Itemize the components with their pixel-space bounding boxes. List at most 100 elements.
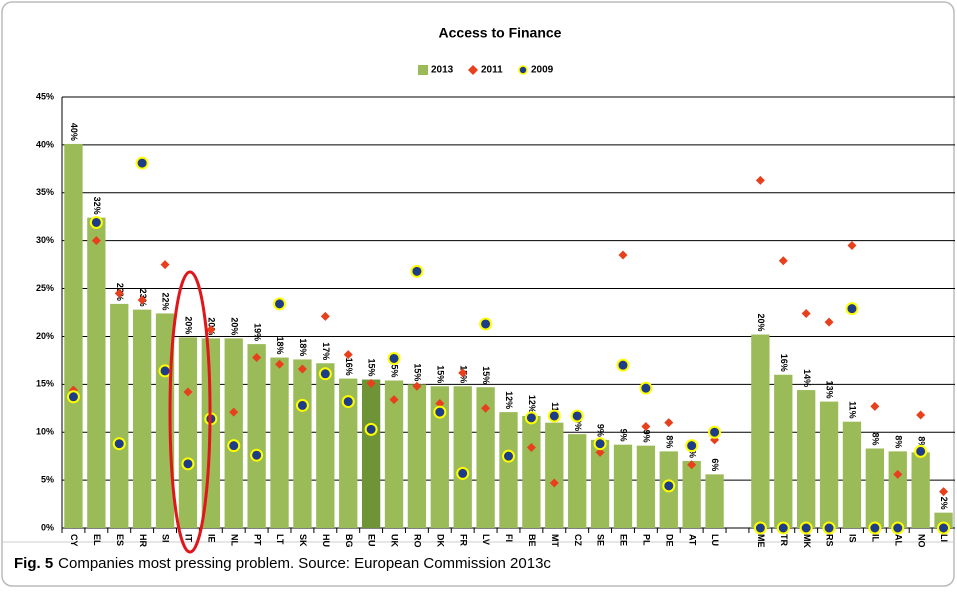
marker-2009	[479, 317, 493, 331]
marker-2011	[641, 421, 651, 431]
data-label: 16%	[779, 354, 789, 372]
marker-2009	[66, 390, 80, 404]
bar	[361, 379, 381, 528]
marker-2011	[229, 407, 239, 417]
data-label: 14%	[802, 369, 812, 387]
marker-2009	[112, 437, 126, 451]
marker-2011	[366, 378, 376, 388]
x-tick-label: EE	[619, 534, 629, 546]
marker-2011	[939, 487, 949, 497]
marker-2009	[433, 405, 447, 419]
bar	[613, 444, 633, 528]
x-tick-label: EL	[92, 534, 102, 546]
data-label: 8%	[916, 436, 926, 449]
marker-2009	[135, 156, 149, 170]
marker-2009	[158, 364, 172, 378]
marker-2009	[845, 302, 859, 316]
marker-2009	[273, 297, 287, 311]
x-tick-label: UK	[390, 534, 400, 547]
marker-2011	[297, 364, 307, 374]
marker-2009	[364, 422, 378, 436]
data-label: 9%	[596, 424, 606, 437]
caption-label: Fig. 5	[14, 555, 53, 572]
marker-2011	[687, 460, 697, 470]
marker-2009	[227, 439, 241, 453]
x-tick-label: IT	[184, 534, 194, 543]
marker-2009	[387, 351, 401, 365]
data-label: 19%	[252, 323, 262, 341]
x-tick-label: BG	[344, 534, 354, 548]
x-tick-label: MK	[802, 534, 812, 548]
y-tick-label: 30%	[36, 235, 54, 245]
y-tick-label: 40%	[36, 139, 54, 149]
bar	[293, 359, 312, 528]
marker-2009	[318, 367, 332, 381]
data-label: 8%	[664, 435, 674, 448]
marker-2009	[89, 215, 103, 229]
x-tick-label: LI	[939, 534, 949, 542]
marker-2009	[341, 395, 355, 409]
bar	[316, 363, 335, 528]
marker-2009	[914, 444, 928, 458]
bar	[339, 378, 358, 528]
bar	[87, 217, 106, 528]
data-label: 12%	[504, 391, 514, 409]
bar	[522, 415, 541, 528]
marker-2011	[137, 295, 147, 305]
bar	[774, 374, 793, 528]
data-label: 13%	[825, 381, 835, 399]
bar	[636, 445, 656, 528]
x-tick-label: AL	[893, 534, 903, 546]
y-tick-label: 0%	[41, 522, 54, 532]
marker-2009	[250, 448, 264, 462]
marker-2011	[595, 447, 605, 457]
x-tick-label: LT	[275, 534, 285, 545]
bar	[178, 337, 198, 528]
data-label: 6%	[710, 458, 720, 471]
marker-2009	[524, 411, 538, 425]
marker-2011	[870, 401, 880, 411]
marker-2009	[891, 521, 905, 535]
x-tick-label: RO	[413, 534, 423, 548]
x-tick-label: CZ	[573, 534, 583, 546]
data-label: 32%	[92, 197, 102, 215]
marker-2011	[435, 398, 445, 408]
marker-2011	[893, 469, 903, 479]
marker-2009	[456, 466, 470, 480]
data-label: 15%	[413, 363, 423, 381]
bar	[407, 384, 427, 528]
x-tick-label: DK	[435, 534, 445, 547]
y-tick-label: 20%	[36, 331, 54, 341]
x-tick-label: NO	[916, 534, 926, 548]
marker-2009	[593, 437, 607, 451]
marker-2009	[868, 521, 882, 535]
bar	[888, 451, 907, 528]
marker-2011	[847, 240, 857, 250]
bar	[865, 448, 885, 528]
x-tick-label: BE	[527, 534, 537, 547]
marker-2009	[570, 409, 584, 423]
chart-title: Access to Finance	[439, 25, 562, 41]
data-label: 18%	[298, 338, 308, 356]
x-tick-label: IE	[206, 534, 216, 543]
x-tick-label: AT	[687, 534, 697, 546]
data-label: 20%	[756, 314, 766, 332]
marker-2011	[160, 260, 170, 270]
bar	[110, 303, 129, 528]
x-tick-label: IS	[848, 534, 858, 543]
data-label: 15%	[367, 359, 377, 377]
marker-2011	[91, 236, 101, 246]
bar	[797, 390, 816, 528]
data-label: 9%	[642, 430, 652, 443]
data-label: 9%	[619, 429, 629, 442]
marker-2011	[412, 381, 422, 391]
legend-swatch	[418, 65, 428, 75]
marker-2009	[181, 457, 195, 471]
bar	[224, 338, 243, 528]
x-tick-label: PT	[252, 534, 262, 546]
marker-2011	[549, 478, 559, 488]
marker-2009	[753, 521, 767, 535]
marker-2011	[183, 387, 193, 397]
marker-2011	[801, 308, 811, 318]
marker-2011	[481, 403, 491, 413]
